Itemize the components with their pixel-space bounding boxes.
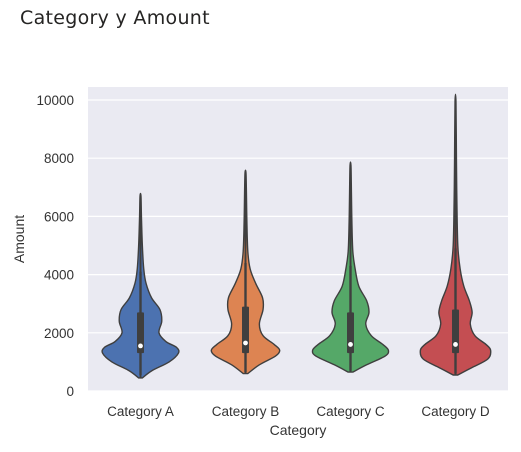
violin-median xyxy=(453,342,458,347)
y-axis-label: Amount xyxy=(11,215,27,263)
violin-median xyxy=(243,340,248,346)
y-tick-label: 4000 xyxy=(44,268,74,283)
x-tick-label: Category B xyxy=(212,404,280,419)
x-tick-label: Category A xyxy=(107,404,174,419)
violin-1 xyxy=(101,192,180,379)
y-tick-label: 8000 xyxy=(44,151,74,166)
x-axis-label: Category xyxy=(270,422,327,438)
violin-4 xyxy=(419,93,492,376)
chart-title: Category y Amount xyxy=(20,7,210,29)
y-tick-labels: 0 2000 4000 6000 8000 10000 xyxy=(36,93,74,399)
y-tick-label: 2000 xyxy=(44,326,74,341)
x-tick-label: Category C xyxy=(316,404,385,419)
violin-iqr-box xyxy=(242,306,249,354)
violin-2 xyxy=(210,169,281,375)
y-tick-label: 0 xyxy=(66,384,74,399)
x-tick-labels: Category A Category B Category C Category D xyxy=(107,404,490,419)
y-tick-label: 6000 xyxy=(44,209,74,224)
violins xyxy=(101,93,492,379)
violin-iqr-box xyxy=(347,312,354,354)
violin-iqr-box xyxy=(452,309,459,354)
violin-median xyxy=(348,342,353,347)
violin-3 xyxy=(311,161,390,373)
violin-iqr-box xyxy=(137,312,144,354)
violin-median xyxy=(138,343,143,349)
y-tick-label: 10000 xyxy=(36,93,74,108)
x-tick-label: Category D xyxy=(421,404,490,419)
